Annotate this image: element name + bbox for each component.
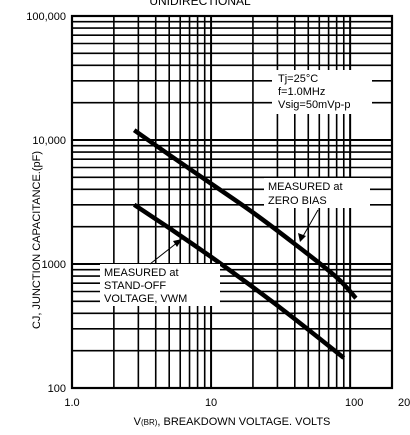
series-label-zero-bias-arrowhead	[298, 233, 306, 242]
x-axis-label-sub: (BR)	[141, 418, 158, 427]
x-tick-label-2: 100	[345, 397, 363, 409]
x-axis-label-main: , BREAKDOWN VOLTAGE. VOLTS	[157, 416, 330, 428]
chart-title: UNIDIRECTIONAL	[149, 0, 251, 8]
condition-tj: Tj=25°C	[278, 73, 318, 85]
series-line-0	[132, 128, 358, 300]
x-axis-label: V(BR), BREAKDOWN VOLTAGE. VOLTS	[134, 416, 331, 428]
series-label-standoff-line1: MEASURED at	[104, 267, 179, 279]
series-label-standoff: MEASURED at STAND-OFF VOLTAGE, VWM	[100, 239, 220, 306]
conditions-box-bg	[272, 70, 372, 114]
series	[132, 128, 358, 360]
series-line-1	[132, 202, 346, 360]
y-tick-label-0: 100	[48, 383, 66, 395]
series-label-standoff-bg	[100, 264, 220, 306]
condition-freq: f=1.0MHz	[278, 86, 325, 98]
y-axis-label: CJ, JUNCTION CAPACITANCE.(pF)	[31, 151, 43, 329]
x-axis-label-prefix: V	[134, 416, 142, 428]
series-label-standoff-line3: VOLTAGE, VWM	[104, 293, 187, 305]
y-tick-label-1: 1000	[42, 259, 66, 271]
series-label-zero-bias-line1: MEASURED at	[268, 181, 343, 193]
condition-vsig: Vsig=50mVp-p	[278, 99, 350, 111]
series-label-zero-bias-line2: ZERO BIAS	[268, 195, 327, 207]
x-tick-label-0: 1.0	[64, 397, 79, 409]
tick-labels: 1.0 10 100 200 100 1000 10,000 100,000	[26, 11, 410, 409]
series-label-zero-bias: MEASURED at ZERO BIAS	[264, 178, 370, 242]
y-tick-label-2: 10,000	[32, 135, 66, 147]
x-tick-label-1: 10	[205, 397, 217, 409]
series-label-standoff-arrowhead	[173, 239, 182, 247]
series-label-zero-bias-bg	[264, 178, 370, 208]
y-tick-label-3: 100,000	[26, 11, 66, 23]
series-label-zero-bias-pointer	[301, 209, 319, 239]
plot-frame	[70, 14, 394, 390]
series-label-standoff-line2: STAND-OFF	[104, 280, 166, 292]
conditions-box: Tj=25°C f=1.0MHz Vsig=50mVp-p	[272, 70, 372, 114]
series-label-standoff-pointer	[149, 241, 179, 265]
x-tick-label-3: 200	[398, 397, 410, 409]
